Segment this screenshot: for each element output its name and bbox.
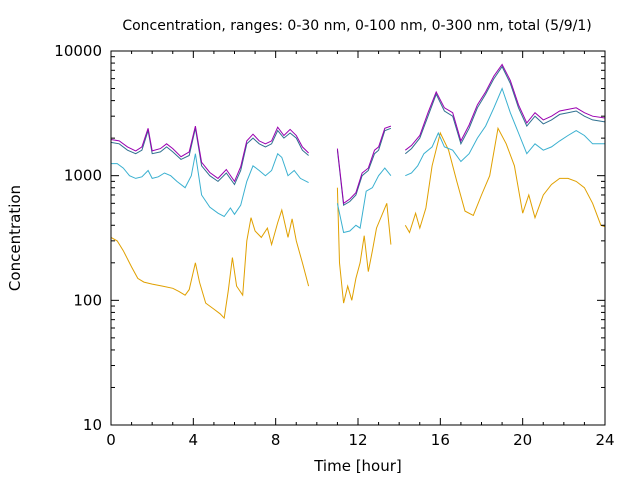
- y-tick-label: 100: [73, 291, 102, 309]
- series-0-segment-0: [110, 208, 310, 320]
- x-tick-label: 20: [513, 431, 532, 449]
- series-0-segment-2: [404, 126, 606, 234]
- tick-layer: 0 4 8 12 16 20 24 10 100 1000 10000: [54, 42, 614, 449]
- series-0-segment-1: [336, 187, 392, 304]
- x-tick-label: 24: [595, 431, 614, 449]
- series-1-segment-1: [336, 167, 392, 234]
- x-tick-label: 4: [189, 431, 199, 449]
- series-2-segment-0: [110, 128, 309, 186]
- series-3-segment-1: [336, 125, 392, 205]
- series-3-segment-0: [110, 125, 309, 183]
- y-tick-label: 10: [83, 416, 102, 434]
- chart-title: Concentration, ranges: 0-30 nm, 0-100 nm…: [122, 18, 591, 34]
- series-1-segment-2: [405, 87, 605, 177]
- x-tick-label: 8: [271, 431, 281, 449]
- x-axis-label: Time [hour]: [313, 457, 402, 475]
- y-tick-label: 10000: [54, 42, 102, 60]
- series-layer: [110, 63, 606, 320]
- x-tick-label: 16: [431, 431, 450, 449]
- y-tick-label: 1000: [64, 167, 102, 185]
- series-1-segment-0: [111, 152, 309, 218]
- x-tick-label: 0: [106, 431, 116, 449]
- plot-frame: [110, 50, 606, 426]
- x-tick-label: 12: [348, 431, 367, 449]
- series-2-segment-1: [336, 127, 392, 207]
- series-3-segment-2: [404, 63, 606, 151]
- series-2-segment-2: [404, 65, 606, 155]
- y-axis-label: Concentration: [6, 185, 24, 291]
